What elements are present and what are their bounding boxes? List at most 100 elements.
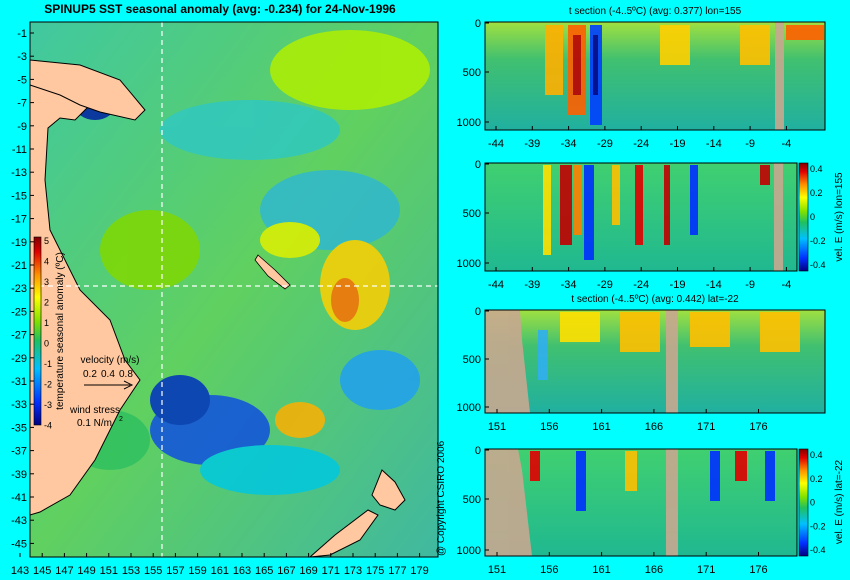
section-x-tick-label: 151 (488, 421, 506, 433)
section-x-tick-label: -14 (706, 279, 722, 291)
t-section-lat-ticks: 0 500 1000 151 156 161 166 171 176 (457, 306, 768, 433)
section-x-tick-label: 161 (592, 564, 610, 576)
map-colorbar-tick: -1 (44, 359, 52, 369)
map-y-tick-label: -19 (11, 237, 27, 249)
section-x-tick-label: -34 (561, 138, 577, 150)
map-y-tick-label: -23 (11, 283, 27, 295)
section-y-tick-label: 500 (463, 208, 481, 220)
map-x-tick-label: 157 (166, 565, 184, 577)
map-colorbar-tick: 2 (44, 298, 49, 308)
map-y-tick-label: -29 (11, 353, 27, 365)
vel-section-lat-panel: 0 500 1000 151 156 161 166 171 176 0.4 0.2 0 -0.2 -0.… (457, 445, 845, 576)
section-x-tick-label: -29 (597, 279, 613, 291)
vel-section-lon-ticks: 0 500 1000 -44 -39 -34 -29 -24 -19 -14 -9 -4 0.4 0.2 0… (457, 159, 826, 291)
vel-colorbar-tick: -0.2 (810, 236, 826, 246)
vel-colorbar-tick: -0.4 (810, 260, 826, 270)
section-x-tick-label: -4 (782, 138, 792, 150)
section-x-tick-label: -14 (706, 138, 722, 150)
map-y-tick-label: -39 (11, 469, 27, 481)
section-y-tick-label: 1000 (457, 117, 481, 129)
section-x-tick-label: -39 (524, 138, 540, 150)
vel-section-lon-panel: 0 500 1000 -44 -39 -34 -29 -24 -19 -14 -9 -4 0.4 0.2 0… (457, 159, 845, 291)
section-x-tick-label: -24 (633, 279, 649, 291)
map-y-tick-label: -27 (11, 330, 27, 342)
section-x-tick-label: 176 (749, 564, 767, 576)
map-x-tick-label: 145 (33, 565, 51, 577)
map-frame (29, 21, 439, 558)
map-x-tick-label: 143 (11, 565, 29, 577)
vel-section-lon-colorbar (798, 162, 809, 272)
wind-legend-exponent: 2 (119, 416, 123, 423)
section-x-tick-label: -19 (670, 279, 686, 291)
section-x-tick-label: 166 (645, 564, 663, 576)
map-x-tick-label: 179 (410, 565, 428, 577)
map-y-tick-label: -17 (11, 214, 27, 226)
section-x-tick-label: 166 (645, 421, 663, 433)
map-y-tick-label: -13 (11, 167, 27, 179)
section-x-tick-label: -44 (488, 279, 504, 291)
t-section-lon-title: t section (-4..5ºC) (avg: 0.377) lon=155 (569, 6, 742, 17)
map-y-tick-label: -1 (17, 28, 27, 40)
copyright-text: @ Copyright CSIRO 2006 (436, 440, 447, 556)
new-zealand-north (371, 469, 406, 511)
map-x-tick-label: 163 (233, 565, 251, 577)
map-x-tick-label: 175 (366, 565, 384, 577)
vel-colorbar-tick: 0.4 (810, 450, 823, 460)
map-y-tick-label: -15 (11, 190, 27, 202)
vel-section-lat-colorbar (798, 448, 809, 557)
map-x-tick-label: 159 (188, 565, 206, 577)
section-x-tick-label: -19 (670, 138, 686, 150)
map-x-tick-label: 165 (255, 565, 273, 577)
map-y-tick-label: -33 (11, 399, 27, 411)
vel-section-lat-features (485, 449, 775, 556)
section-y-tick-label: 0 (475, 445, 481, 457)
map-colorbar-tick: 3 (44, 277, 49, 287)
map-colorbar-tick: -3 (44, 400, 52, 410)
t-section-lat-frame (484, 309, 826, 414)
vel-colorbar-tick: 0.2 (810, 474, 823, 484)
map-y-tick-label: -9 (17, 121, 27, 133)
map-y-tick-label: -43 (11, 515, 27, 527)
vel-colorbar-tick: 0.2 (810, 188, 823, 198)
map-colorbar-tick: -2 (44, 380, 52, 390)
new-caledonia-land (254, 254, 291, 290)
map-y-tick-label: -11 (12, 144, 27, 156)
section-x-tick-label: -39 (524, 279, 540, 291)
map-colorbar: 5 4 3 2 1 0 -1 -2 -3 -4 temperature seasonal anom… (33, 236, 66, 431)
map-x-tick-label: 149 (77, 565, 95, 577)
section-x-tick-label: -9 (745, 138, 755, 150)
map-x-ticks: 143 145 147 149 151 153 155 157 159 161 163 165 167 1… (11, 553, 429, 577)
t-section-lat-panel: t section (-4..5ºC) (avg: 0.442) lat=-22… (457, 294, 826, 433)
section-x-tick-label: -4 (782, 279, 792, 291)
velocity-tick-2: 0.8 (119, 369, 133, 380)
vel-section-lat-frame (484, 448, 798, 557)
map-title: SPINUP5 SST seasonal anomaly (avg: -0.23… (44, 2, 396, 16)
section-y-tick-label: 0 (475, 159, 481, 171)
section-x-tick-label: -9 (745, 279, 755, 291)
t-section-lat-features (485, 310, 800, 413)
map-x-tick-label: 171 (322, 565, 340, 577)
section-x-tick-label: 171 (697, 564, 715, 576)
velocity-legend-arrow (84, 380, 134, 390)
section-x-tick-label: 171 (697, 421, 715, 433)
section-x-tick-label: 156 (540, 421, 558, 433)
vel-section-lat-cbar-label: vel. E (m/s) lat=-22 (834, 459, 845, 544)
map-y-tick-label: -25 (11, 306, 27, 318)
vector-legend: velocity (m/s) 0.2 0.4 0.8 wind stress 0… (69, 355, 139, 429)
section-x-tick-label: -24 (633, 138, 649, 150)
section-x-tick-label: -44 (488, 138, 504, 150)
section-x-tick-label: 161 (592, 421, 610, 433)
map-x-tick-label: 169 (299, 565, 317, 577)
new-guinea-land (29, 59, 146, 121)
sst-map (29, 21, 439, 558)
map-colorbar-tick: 5 (44, 236, 49, 246)
section-x-tick-label: 176 (749, 421, 767, 433)
map-colorbar-gradient (33, 236, 42, 426)
map-x-tick-label: 177 (388, 565, 406, 577)
vel-colorbar-tick: 0 (810, 212, 815, 222)
t-section-lon-frame (484, 21, 826, 131)
velocity-tick-0: 0.2 (83, 369, 97, 380)
map-colorbar-tick: 0 (44, 339, 49, 349)
map-x-tick-label: 151 (100, 565, 118, 577)
